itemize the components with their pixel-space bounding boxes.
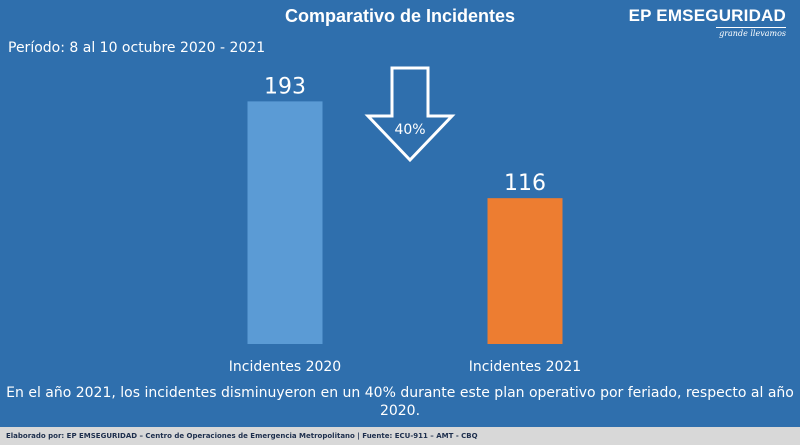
brand-tagline: grande llevamos <box>716 27 786 38</box>
data-label-2020: 193 <box>264 74 306 99</box>
page-title: Comparativo de Incidentes <box>284 6 516 26</box>
brand-name: EP EMSEGURIDAD <box>628 6 786 25</box>
summary-text: En el año 2021, los incidentes disminuye… <box>6 385 794 419</box>
period-label: Período: 8 al 10 octubre 2020 - 2021 <box>8 40 266 56</box>
category-label-2021: Incidentes 2021 <box>469 359 581 375</box>
bar-incidentes-2021 <box>487 198 563 344</box>
reduction-percent-label: 40% <box>394 122 425 138</box>
down-arrow-icon: 40% <box>364 66 456 163</box>
data-label-2021: 116 <box>504 171 546 196</box>
credit-bar: Elaborado por: EP EMSEGURIDAD – Centro d… <box>0 427 800 445</box>
category-label-2020: Incidentes 2020 <box>229 359 341 375</box>
brand-logo: EP EMSEGURIDAD grande llevamos <box>629 6 786 38</box>
bar-incidentes-2020 <box>247 101 323 344</box>
incidents-bar-chart: 193 116 Incidentes 2020 Incidentes 2021 … <box>229 66 581 375</box>
